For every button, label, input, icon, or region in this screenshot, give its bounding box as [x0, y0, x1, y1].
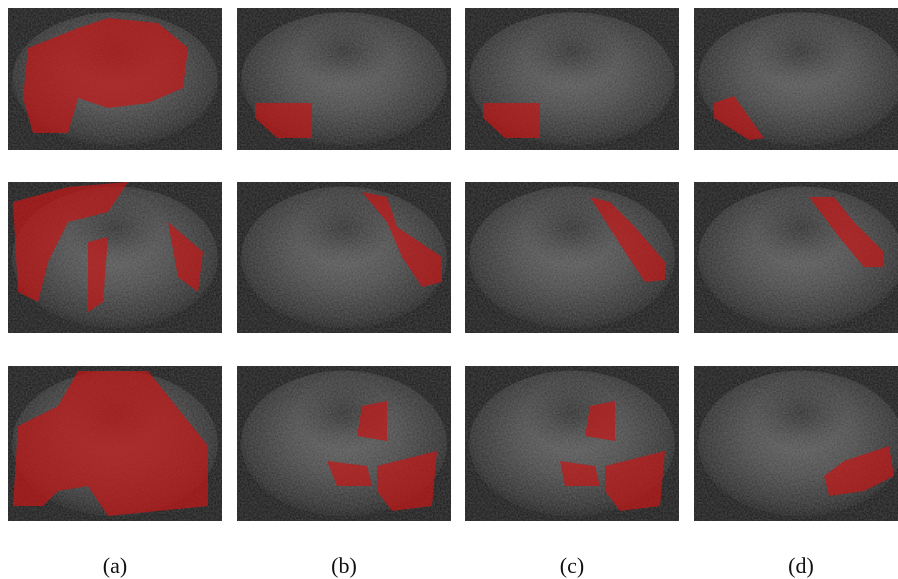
segmentation-overlay	[13, 182, 128, 302]
segmentation-overlay	[357, 401, 387, 441]
caption: (b)	[331, 553, 357, 578]
segmentation-overlay	[605, 451, 665, 511]
segmentation-overlay	[809, 197, 884, 267]
segmentation-overlay	[23, 18, 188, 133]
caption: (c)	[560, 553, 584, 578]
segmentation-overlay	[585, 401, 615, 441]
texture	[694, 8, 898, 150]
segmentation-overlay	[483, 103, 540, 138]
image-panel	[694, 182, 898, 333]
image-panel	[465, 8, 679, 150]
image-panel	[237, 366, 451, 521]
image-panel	[694, 366, 898, 521]
segmentation-overlay	[362, 192, 442, 287]
segmentation-overlay	[327, 461, 372, 486]
segmentation-overlay	[88, 237, 108, 312]
segmentation-overlay	[590, 197, 665, 282]
caption: (a)	[103, 553, 127, 578]
caption: (d)	[788, 553, 814, 578]
segmentation-overlay	[255, 103, 312, 138]
image-panel	[465, 366, 679, 521]
segmentation-overlay	[560, 461, 600, 486]
image-panel	[8, 182, 222, 333]
segmentation-overlay	[13, 371, 208, 516]
image-panel	[237, 182, 451, 333]
segmentation-overlay	[377, 451, 437, 511]
image-panel	[465, 182, 679, 333]
segmentation-overlay	[824, 446, 894, 496]
texture	[694, 366, 898, 521]
segmentation-overlay	[714, 96, 764, 140]
segmentation-overlay	[168, 222, 203, 292]
image-panel	[237, 8, 451, 150]
image-panel	[8, 366, 222, 521]
image-panel	[694, 8, 898, 150]
image-panel	[8, 8, 222, 150]
